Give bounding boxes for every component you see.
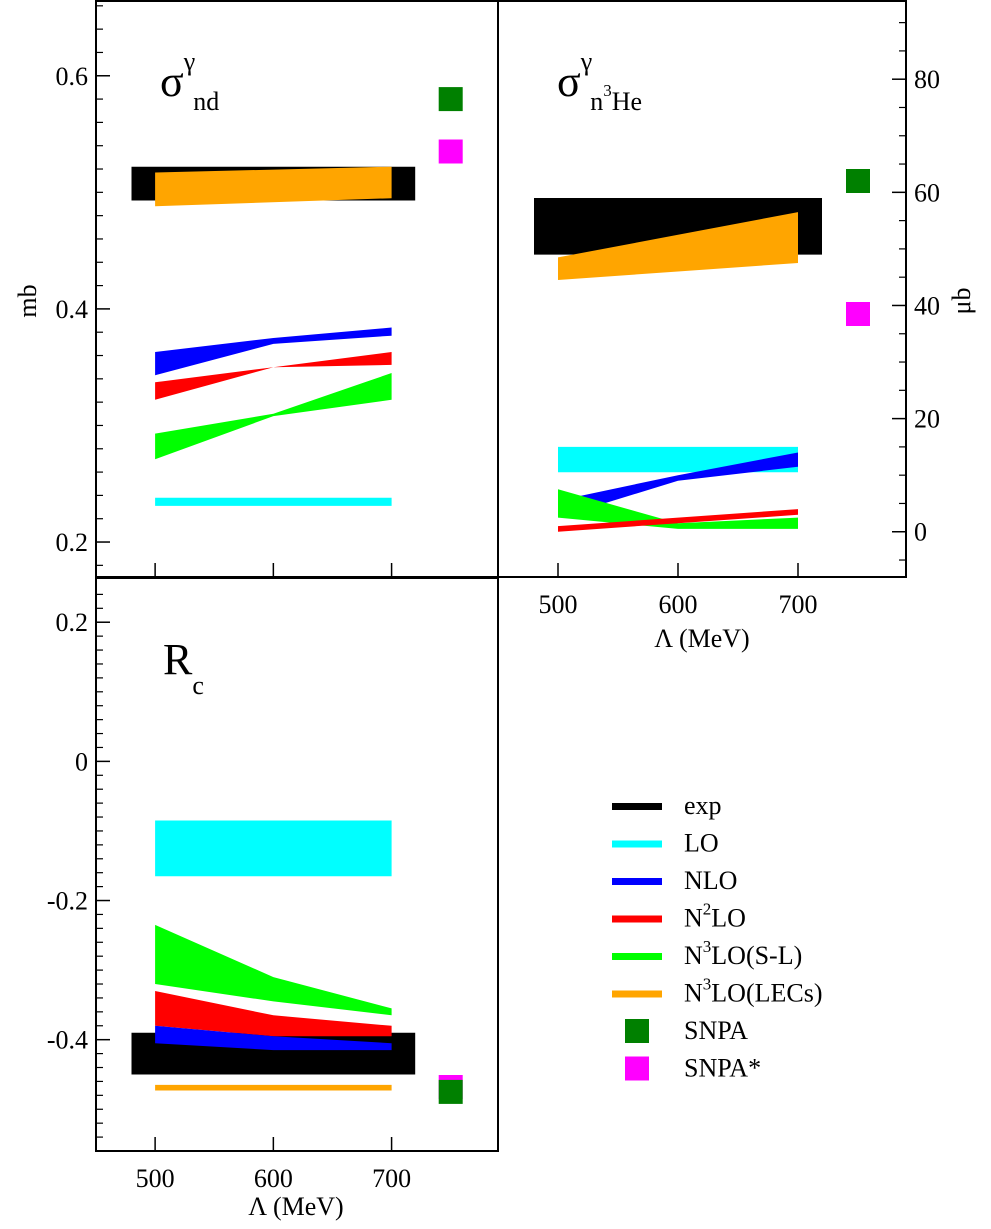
point-he3-snpa bbox=[846, 169, 870, 193]
panel-rc: 500 600 700 -0.4 -0.2 0 0.2 bbox=[47, 577, 499, 1193]
legend-swatch-n2lo bbox=[612, 915, 662, 923]
ytick-label-nd-0.2: 0.2 bbox=[56, 528, 89, 557]
ylabel-nd: mb bbox=[13, 284, 42, 317]
frame-he3 bbox=[497, 0, 907, 578]
ytick-label-rc--0.2: -0.2 bbox=[47, 887, 88, 916]
panel-he3: 500 600 700 0 20 40 60 80 bbox=[497, 0, 940, 619]
panel-nd: 0.2 0.4 0.6 bbox=[56, 0, 499, 578]
legend-label-snpa-star: SNPA* bbox=[684, 1054, 761, 1083]
legend-swatch-nlo bbox=[612, 878, 662, 885]
xtick-label-rc-500: 500 bbox=[136, 1164, 175, 1193]
panel-label-nd: σγ nd bbox=[160, 47, 219, 116]
band-he3-n2lo bbox=[558, 509, 798, 532]
point-nd-snpa bbox=[438, 139, 463, 164]
band-rc-n2lo bbox=[155, 991, 392, 1037]
xtick-label-rc-700: 700 bbox=[372, 1164, 411, 1193]
xtick-label-he3-700: 700 bbox=[779, 590, 818, 619]
xtick-label-he3-600: 600 bbox=[659, 590, 698, 619]
legend-label-n2lo: N2LO bbox=[684, 900, 746, 933]
band-nd-n3lo-lecs bbox=[155, 166, 392, 207]
ylabel-he3: μb bbox=[947, 288, 976, 315]
band-he3-n3lo-lecs bbox=[558, 212, 798, 280]
legend-swatch-snpa bbox=[625, 1019, 649, 1043]
ytick-label-rc-0: 0 bbox=[75, 747, 88, 776]
band-he3-n3lo-s-l bbox=[558, 489, 798, 529]
xlabel-rc: Λ (MeV) bbox=[248, 1192, 343, 1221]
point-rc-snpa bbox=[438, 1079, 463, 1104]
ytick-label-nd-0.4: 0.4 bbox=[56, 295, 89, 324]
band-nd-nlo bbox=[155, 327, 392, 376]
legend-swatch-n3lo-lecs bbox=[612, 990, 662, 998]
frame-nd bbox=[95, 0, 499, 578]
ytick-label-he3-0: 0 bbox=[914, 518, 927, 547]
legend-swatch-n3lo-sl bbox=[612, 953, 662, 960]
xtick-label-rc-600: 600 bbox=[254, 1164, 293, 1193]
ytick-label-rc--0.4: -0.4 bbox=[47, 1026, 88, 1055]
legend-label-n3lo-sl: N3LO(S-L) bbox=[684, 937, 802, 970]
ytick-label-he3-40: 40 bbox=[914, 291, 940, 320]
legend-label-snpa: SNPA bbox=[684, 1016, 748, 1045]
band-nd-n2lo bbox=[155, 352, 392, 400]
legend-label-nlo: NLO bbox=[684, 866, 737, 895]
band-he3-nlo bbox=[558, 452, 798, 518]
ytick-label-he3-20: 20 bbox=[914, 405, 940, 434]
legend-label-lo: LO bbox=[684, 829, 719, 858]
ytick-label-nd-0.6: 0.6 bbox=[56, 62, 89, 91]
legend-label-n3lo-lecs: N3LO(LECs) bbox=[684, 975, 822, 1008]
legend-swatch-lo bbox=[612, 840, 662, 848]
band-rc-lo bbox=[155, 820, 392, 877]
panel-label-rc: Rc bbox=[163, 635, 204, 700]
legend: exp LO NLO N2LO N3LO(S-L) N3LO(LECs) SNPA SNPA* bbox=[612, 791, 822, 1083]
point-he3-snpa bbox=[846, 302, 870, 326]
xlabel-he3: Λ (MeV) bbox=[654, 624, 749, 653]
ytick-label-he3-60: 60 bbox=[914, 178, 940, 207]
band-rc-n3lo-s-l bbox=[155, 924, 392, 1016]
band-rc-n3lo-lecs bbox=[155, 1084, 392, 1091]
band-nd-n3lo-s-l bbox=[155, 373, 392, 460]
legend-swatch-snpa-star bbox=[625, 1056, 649, 1081]
xtick-label-he3-500: 500 bbox=[539, 590, 578, 619]
point-nd-snpa bbox=[438, 87, 463, 112]
frame-rc bbox=[95, 577, 499, 1152]
panel-label-he3: σγ n3He bbox=[557, 47, 642, 116]
ytick-label-rc-0.2: 0.2 bbox=[56, 608, 89, 637]
band-nd-lo bbox=[155, 497, 392, 506]
legend-label-exp: exp bbox=[684, 791, 722, 820]
band-rc-nlo bbox=[155, 1025, 392, 1051]
ytick-label-he3-80: 80 bbox=[914, 65, 940, 94]
legend-swatch-exp bbox=[612, 803, 662, 810]
